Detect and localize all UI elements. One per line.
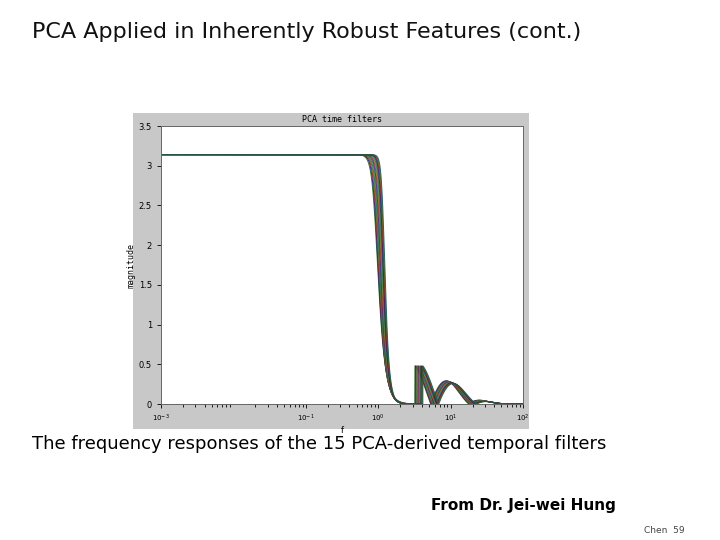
Text: Chen  59: Chen 59	[644, 525, 685, 535]
Text: PCA Applied in Inherently Robust Features (cont.): PCA Applied in Inherently Robust Feature…	[32, 22, 582, 42]
Title: PCA time filters: PCA time filters	[302, 115, 382, 124]
X-axis label: f: f	[341, 426, 343, 435]
Text: From Dr. Jei-wei Hung: From Dr. Jei-wei Hung	[431, 498, 616, 513]
Y-axis label: magnitude: magnitude	[127, 242, 136, 287]
Text: The frequency responses of the 15 PCA-derived temporal filters: The frequency responses of the 15 PCA-de…	[32, 435, 607, 453]
